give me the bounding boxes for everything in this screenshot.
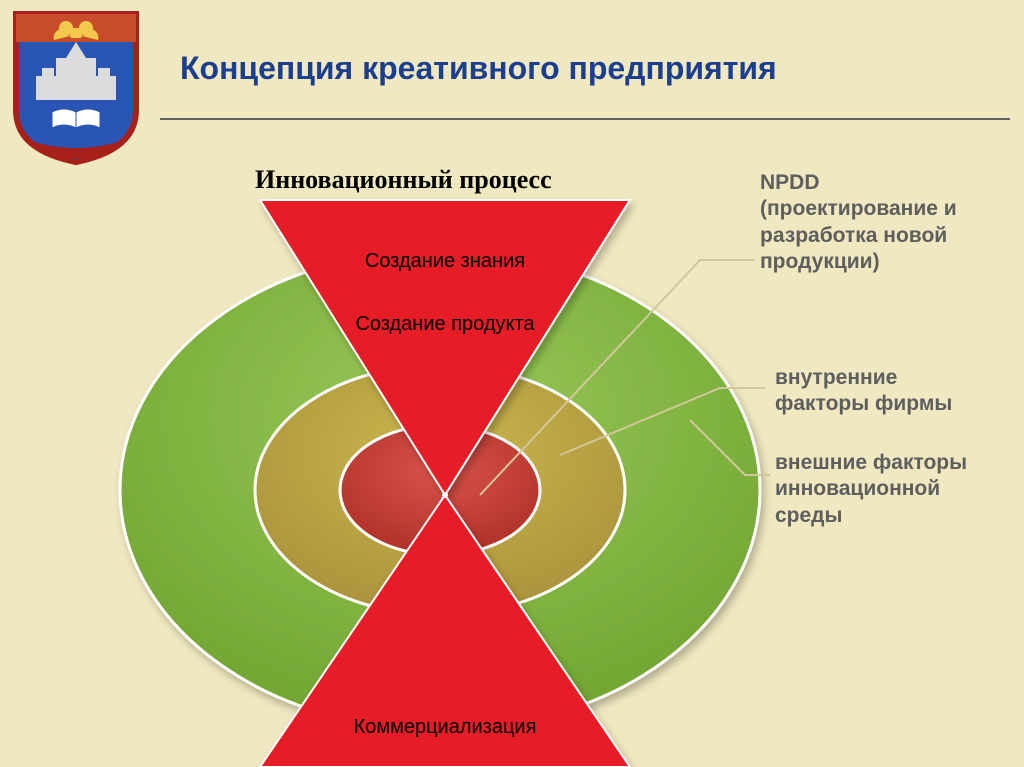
triangle-label-bottom: Коммерциализация [295,716,595,739]
triangle-label-top1: Создание знания [295,250,595,273]
annotation-middle: внутренние факторы фирмы [775,365,995,418]
triangle-label-top2: Создание продукта [295,313,595,336]
annotation-outer: внешние факторы инновационной среды [775,450,995,529]
annotation-inner: NPDD (проектирование и разработка новой … [760,170,990,275]
